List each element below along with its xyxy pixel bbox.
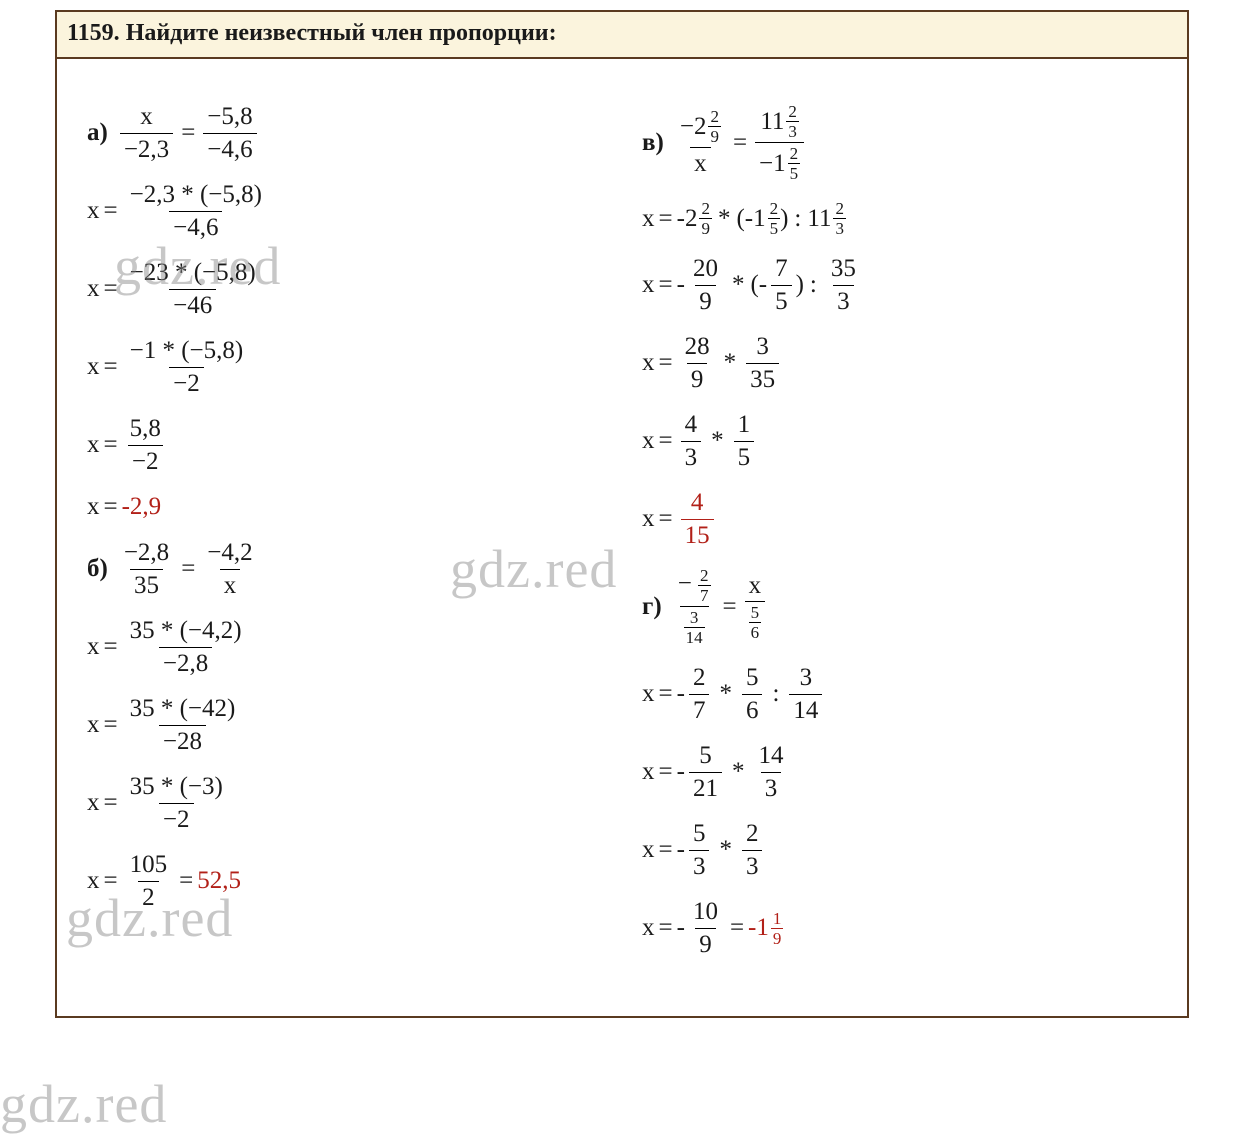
fraction: −2,3 * (−5,8) −4,6 — [126, 181, 266, 241]
var-x: x — [87, 197, 100, 225]
answer-value: 52,5 — [197, 867, 241, 895]
step: x= - 20 9 * ( - 7 5 ) : 3 — [642, 255, 1157, 315]
right-column: в) − 2 2 9 x — [622, 89, 1157, 976]
answer-value: -2,9 — [122, 493, 162, 521]
step: x= −1 * (−5,8) −2 — [87, 337, 602, 397]
equals-sign: = — [181, 119, 195, 147]
label-g: г) — [642, 593, 662, 621]
fraction: 5,8 −2 — [126, 415, 165, 475]
answer-a: x= -2,9 — [87, 493, 602, 521]
fraction: −23 * (−5,8) −46 — [126, 259, 260, 319]
fraction: −2,8 35 — [120, 539, 173, 599]
left-column: а) x −2,3 = −5,8 −4,6 x= −2,3 * (−5,8) — [87, 89, 622, 976]
step: x= - 2 2 9 * ( - 1 — [642, 200, 1157, 237]
fraction: 11 2 3 − 1 — [755, 103, 804, 182]
problem-g-given: г) − 2 7 3 14 — [642, 567, 1157, 646]
step: x= −23 * (−5,8) −46 — [87, 259, 602, 319]
fraction: −5,8 −4,6 — [203, 103, 256, 163]
answer-v: x= 4 15 — [642, 489, 1157, 549]
step: x= - 5 3 * 2 3 — [642, 820, 1157, 880]
answer-b: x= 105 2 = 52,5 — [87, 851, 602, 911]
problem-number: 1159. — [67, 20, 120, 46]
problem-a-given: а) x −2,3 = −5,8 −4,6 — [87, 103, 602, 163]
answer-g: x= - 10 9 = - 1 1 9 — [642, 898, 1157, 958]
label-v: в) — [642, 129, 664, 157]
fraction: −1 * (−5,8) −2 — [126, 337, 248, 397]
label-b: б) — [87, 555, 108, 583]
step: x= - 5 21 * 14 3 — [642, 742, 1157, 802]
step: x= - 2 7 * 5 6 : 3 14 — [642, 664, 1157, 724]
problem-header: 1159. Найдите неизвестный член пропорции… — [57, 12, 1187, 59]
watermark-text: gdz.red — [0, 1073, 167, 1135]
answer-value: - 1 1 9 — [748, 910, 783, 947]
fraction: − 2 2 9 x — [676, 108, 725, 178]
problem-b-given: б) −2,8 35 = −4,2 x — [87, 539, 602, 599]
fraction: 35 * (−4,2) −2,8 — [126, 617, 246, 677]
problem-title: Найдите неизвестный член пропорции: — [126, 20, 557, 46]
problem-v-given: в) − 2 2 9 x — [642, 103, 1157, 182]
step: x= −2,3 * (−5,8) −4,6 — [87, 181, 602, 241]
fraction: 105 2 — [126, 851, 172, 911]
step: x= 28 9 * 3 35 — [642, 333, 1157, 393]
step: x= 4 3 * 1 5 — [642, 411, 1157, 471]
step: x= 35 * (−4,2) −2,8 — [87, 617, 602, 677]
page: 1159. Найдите неизвестный член пропорции… — [0, 0, 1242, 1131]
step: x= 5,8 −2 — [87, 415, 602, 475]
answer-value: 4 15 — [681, 489, 714, 549]
step: x= 35 * (−42) −28 — [87, 695, 602, 755]
fraction: 35 * (−3) −2 — [126, 773, 227, 833]
fraction: x −2,3 — [120, 103, 173, 163]
fraction: 35 * (−42) −28 — [126, 695, 240, 755]
problem-box: 1159. Найдите неизвестный член пропорции… — [55, 10, 1189, 1018]
fraction: −4,2 x — [203, 539, 256, 599]
problem-body: а) x −2,3 = −5,8 −4,6 x= −2,3 * (−5,8) — [57, 59, 1187, 1016]
step: x= 35 * (−3) −2 — [87, 773, 602, 833]
label-a: а) — [87, 119, 108, 147]
